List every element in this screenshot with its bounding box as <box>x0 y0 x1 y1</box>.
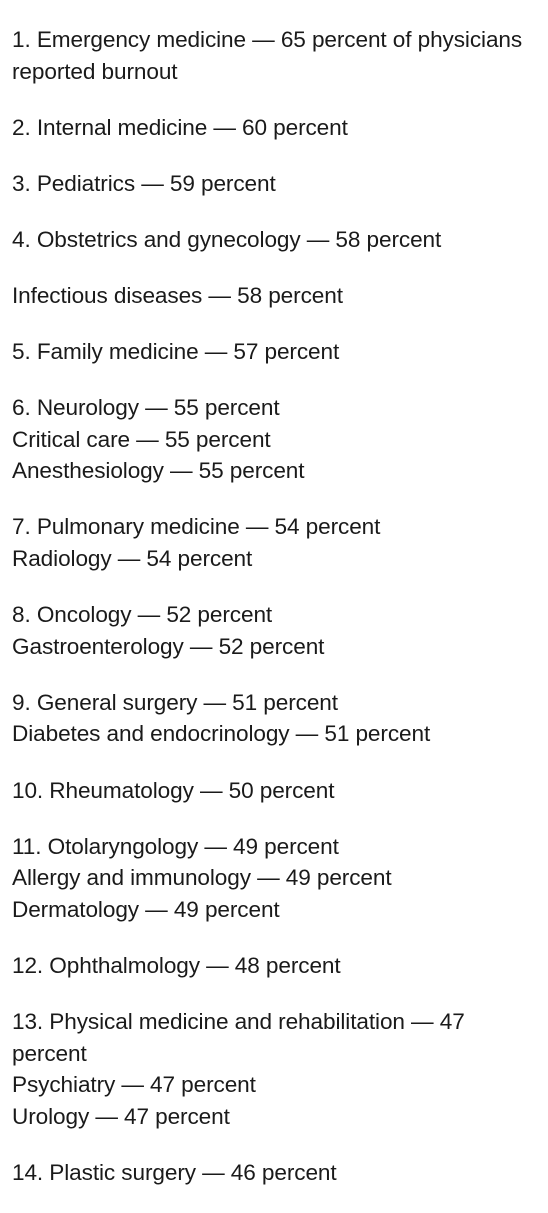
list-group-8: 8. Oncology — 52 percent Gastroenterolog… <box>12 599 532 662</box>
list-item: 5. Family medicine — 57 percent <box>12 339 340 365</box>
list-item: 14. Plastic surgery — 46 percent <box>12 1159 337 1185</box>
list-group-12: 12. Ophthalmology — 48 percent <box>12 950 532 982</box>
list-item: Dermatology — 49 percent <box>12 896 280 922</box>
list-item: 9. General surgery — 51 percent <box>12 689 338 715</box>
list-item: 6. Neurology — 55 percent <box>12 395 280 421</box>
list-group-3: 3. Pediatrics — 59 percent <box>12 168 532 200</box>
list-item: Allergy and immunology — 49 percent <box>12 865 392 891</box>
list-item: Critical care — 55 percent <box>12 426 271 452</box>
list-item: 7. Pulmonary medicine — 54 percent <box>12 514 381 540</box>
list-group-4: 4. Obstetrics and gynecology — 58 percen… <box>12 224 532 256</box>
list-item: 13. Physical medicine and rehabilitation… <box>12 1008 465 1066</box>
list-group-5: 5. Family medicine — 57 percent <box>12 336 532 368</box>
list-item: Urology — 47 percent <box>12 1103 230 1129</box>
list-item: Diabetes and endocrinology — 51 percent <box>12 721 431 747</box>
list-group-11: 11. Otolaryngology — 49 percent Allergy … <box>12 831 532 926</box>
list-item: 1. Emergency medicine — 65 percent of ph… <box>12 27 523 84</box>
list-group-10: 10. Rheumatology — 50 percent <box>12 775 532 807</box>
list-item: 2. Internal medicine — 60 percent <box>12 114 348 140</box>
burnout-list: 1. Emergency medicine — 65 percent of ph… <box>12 24 532 1213</box>
list-group-13: 13. Physical medicine and rehabilitation… <box>12 1006 532 1132</box>
list-item: 12. Ophthalmology — 48 percent <box>12 952 341 978</box>
list-group-9: 9. General surgery — 51 percent Diabetes… <box>12 687 532 750</box>
list-item: Gastroenterology — 52 percent <box>12 633 325 659</box>
list-item: 8. Oncology — 52 percent <box>12 602 273 628</box>
list-item: 4. Obstetrics and gynecology — 58 percen… <box>12 226 442 252</box>
list-item: 3. Pediatrics — 59 percent <box>12 170 276 196</box>
list-item: Anesthesiology — 55 percent <box>12 458 305 484</box>
list-group-7: 7. Pulmonary medicine — 54 percent Radio… <box>12 511 532 574</box>
list-group-14: 14. Plastic surgery — 46 percent <box>12 1157 532 1189</box>
list-item: 11. Otolaryngology — 49 percent <box>12 833 339 859</box>
list-item: Psychiatry — 47 percent <box>12 1072 256 1098</box>
list-group-6: 6. Neurology — 55 percent Critical care … <box>12 392 532 487</box>
list-group-4b: Infectious diseases — 58 percent <box>12 280 532 312</box>
list-item: Radiology — 54 percent <box>12 546 253 572</box>
list-item: Infectious diseases — 58 percent <box>12 282 343 308</box>
list-group-2: 2. Internal medicine — 60 percent <box>12 112 532 144</box>
list-group-1: 1. Emergency medicine — 65 percent of ph… <box>12 24 532 87</box>
list-item: 10. Rheumatology — 50 percent <box>12 777 335 803</box>
